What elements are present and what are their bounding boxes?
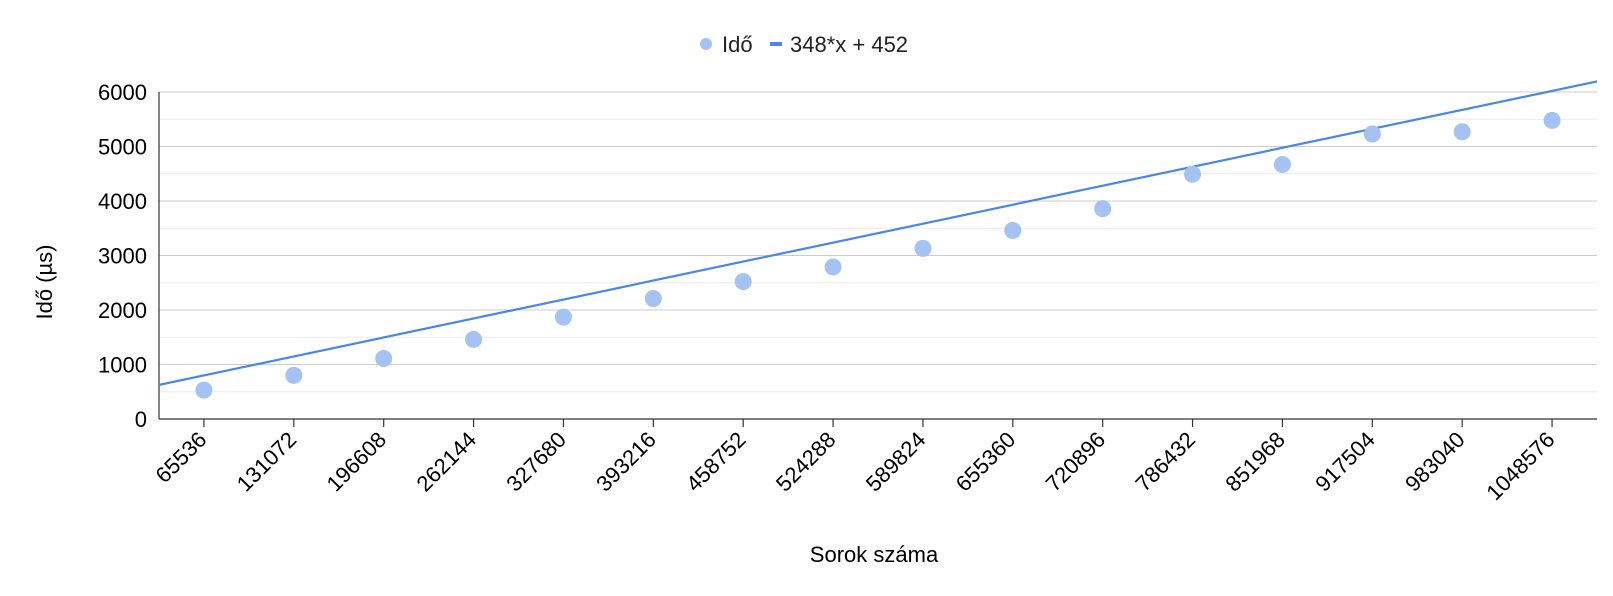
gridlines [159, 91, 1597, 393]
data-point [1543, 111, 1561, 129]
y-axis-ticks: 0 1000 2000 3000 4000 5000 6000 [98, 80, 147, 432]
data-point [285, 366, 303, 384]
y-tick-label: 4000 [98, 189, 147, 214]
y-axis-title: Idő (µs) [32, 244, 57, 319]
x-tick-label: 1048576 [1481, 427, 1559, 505]
data-point [1184, 165, 1202, 183]
y-tick-label: 2000 [98, 298, 147, 323]
x-tick-label: 131072 [232, 427, 302, 497]
data-points [195, 111, 1561, 399]
x-tick-label: 983040 [1400, 427, 1470, 497]
x-axis-ticks: 65536 131072 196608 262144 327680 393216 45875… [151, 419, 1560, 505]
legend-label-ido: Idő [722, 32, 753, 57]
y-tick-label: 1000 [98, 353, 147, 378]
y-tick-label: 5000 [98, 135, 147, 160]
data-point [1363, 125, 1381, 143]
x-tick-label: 720896 [1041, 427, 1111, 497]
x-tick-label: 393216 [591, 427, 661, 497]
x-tick-label: 917504 [1310, 427, 1380, 497]
x-tick-label: 65536 [151, 427, 212, 488]
x-tick-label: 262144 [412, 427, 482, 497]
x-tick-label: 786432 [1131, 427, 1201, 497]
data-point [1094, 200, 1112, 218]
legend-series-marker [700, 38, 712, 50]
x-tick-label: 851968 [1220, 427, 1290, 497]
x-tick-label: 589824 [861, 427, 931, 497]
data-point [195, 381, 213, 399]
legend-trendline-marker [770, 42, 782, 46]
x-tick-label: 655360 [951, 427, 1021, 497]
x-tick-label: 327680 [501, 427, 571, 497]
legend-label-trendline: 348*x + 452 [790, 32, 908, 57]
legend: Idő 348*x + 452 [700, 32, 908, 57]
y-tick-label: 3000 [98, 244, 147, 269]
data-point [1273, 155, 1291, 173]
data-point [644, 290, 662, 308]
y-tick-label: 0 [135, 407, 147, 432]
data-point [824, 258, 842, 276]
data-point [375, 350, 393, 368]
data-point [914, 239, 932, 257]
data-point [734, 273, 752, 291]
data-point [465, 330, 483, 348]
x-tick-label: 196608 [322, 427, 392, 497]
trendline [158, 80, 1598, 386]
y-tick-label: 6000 [98, 80, 147, 105]
data-point [1453, 123, 1471, 141]
x-tick-label: 524288 [771, 427, 841, 497]
data-point [554, 308, 572, 326]
data-point [1004, 221, 1022, 239]
trendline-line [158, 80, 1598, 386]
x-axis-title: Sorok száma [810, 542, 939, 567]
x-tick-label: 458752 [681, 427, 751, 497]
